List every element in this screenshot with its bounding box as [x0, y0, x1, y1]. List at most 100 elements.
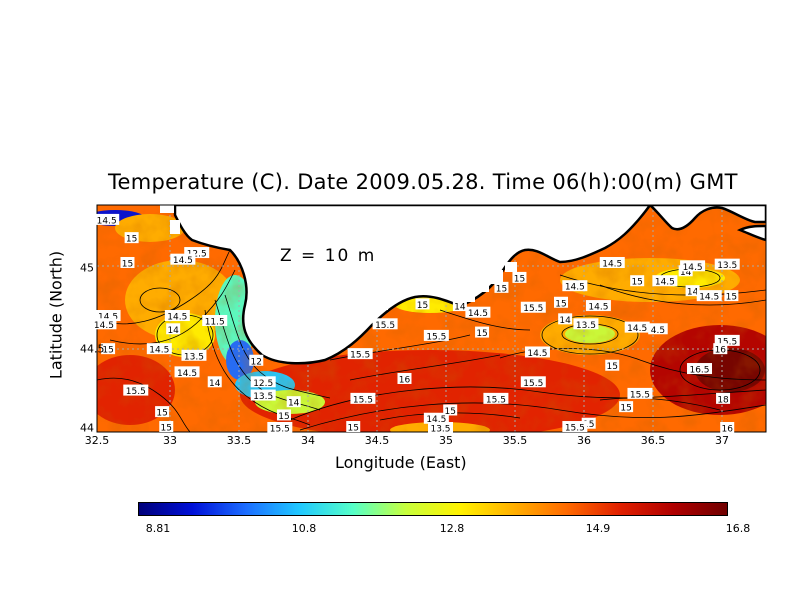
- colorbar-tick-label: 12.8: [439, 522, 465, 535]
- x-tick-label: 34: [301, 434, 315, 447]
- colorbar-tick-label: 16.8: [725, 522, 751, 535]
- contour: [139, 287, 181, 313]
- contour-label: 14.5: [699, 293, 719, 303]
- contour-label-bg: [680, 260, 706, 272]
- y-tick-label: 44: [80, 421, 94, 435]
- contour: [349, 354, 501, 381]
- contour: [599, 397, 721, 411]
- contour: [599, 284, 766, 306]
- land-ne-corner: [736, 224, 766, 242]
- contour-label-bg: [350, 392, 376, 404]
- contour-label-bg: [554, 296, 569, 308]
- contour-label-bg: [415, 298, 430, 310]
- contour-label-bg: [524, 346, 550, 358]
- contour-label: 15: [126, 235, 137, 245]
- contour-label: 15: [102, 346, 113, 356]
- contour-label-bg: [685, 285, 700, 297]
- contour-label: 12: [251, 357, 262, 367]
- x-tick-label: 32.5: [84, 434, 110, 447]
- contour: [439, 309, 531, 331]
- contour-label: 14: [167, 326, 179, 336]
- contour-label: 14.5: [97, 216, 117, 226]
- contour-label: 14.5: [655, 278, 675, 288]
- x-axis-label: Longitude (East): [335, 453, 467, 472]
- contour-label: 15: [496, 284, 507, 294]
- contour-label: 16: [715, 346, 727, 356]
- contour-label: 14: [687, 288, 699, 298]
- contour-label: 12.5: [253, 379, 273, 389]
- contour-label: 15: [555, 299, 566, 309]
- x-tick-label: 37: [715, 434, 729, 447]
- contour-label: 14.5: [98, 313, 118, 323]
- contour-label-bg: [483, 392, 509, 404]
- contour-label: 15: [726, 293, 737, 303]
- contour-label: 11.5: [205, 317, 225, 327]
- contour-label-bg: [202, 314, 228, 326]
- contour-label: 12.5: [187, 250, 207, 260]
- contour-label: 16: [721, 425, 733, 435]
- x-tick-label: 35: [439, 434, 453, 447]
- contour-label-bg: [286, 396, 301, 408]
- colorbar-tick-label: 14.9: [585, 522, 611, 535]
- contour-label: 14.5: [527, 349, 547, 359]
- contour-label-bg: [494, 281, 509, 293]
- contour-label-bg: [720, 422, 735, 433]
- y-axis-label: Latitude (North): [46, 250, 66, 380]
- contour-label-bg: [714, 258, 740, 270]
- contour-label: 13.5: [430, 425, 450, 435]
- contour-label: 15: [444, 407, 455, 417]
- x-tick-label: 33: [163, 434, 177, 447]
- contour-label: 14.5: [167, 313, 187, 323]
- contour-label: 15.5: [523, 304, 543, 314]
- contour-labels: 14.5151512.514.514.514.514.51414.51511.5…: [91, 213, 740, 435]
- contour-label-bg: [372, 318, 398, 330]
- colorbar-tick-label: 10.8: [291, 522, 317, 535]
- contour-label-bg: [465, 306, 491, 318]
- contour-label: 15: [631, 278, 642, 288]
- contour-label-bg: [562, 280, 588, 292]
- contour-label: 14: [209, 379, 221, 389]
- contour-label-bg: [452, 300, 467, 312]
- contour-label: 14.5: [627, 324, 647, 334]
- contour-label-bg: [713, 343, 728, 355]
- contour-label-bg: [714, 334, 740, 346]
- contour-label: 15: [278, 412, 289, 422]
- contour: [97, 377, 191, 432]
- contour-label-bg: [696, 290, 722, 302]
- contour-label-bg: [267, 422, 293, 433]
- contour-label: 15: [156, 409, 167, 419]
- contour: [329, 334, 471, 361]
- x-tick-label: 36.5: [640, 434, 666, 447]
- plot-title: Temperature (C). Date 2009.05.28. Time 0…: [108, 170, 738, 194]
- contour-label-bg: [652, 275, 678, 287]
- contour-label-bg: [648, 323, 668, 335]
- contour-label-bg: [174, 366, 200, 378]
- contour-label-bg: [562, 421, 588, 433]
- contour-label-bg: [346, 421, 361, 433]
- contour-label: 14.5: [468, 309, 488, 319]
- contour: [109, 269, 236, 345]
- contour-label: 14.5: [683, 263, 703, 273]
- contour-label-bg: [170, 253, 196, 265]
- contour-label: 15.5: [717, 337, 737, 347]
- contour-label-bg: [155, 406, 170, 418]
- contour-label: 16.5: [689, 366, 709, 376]
- contour-label: 15: [583, 420, 594, 430]
- contour-label-bg: [159, 421, 174, 433]
- contour-label-bg: [250, 376, 276, 388]
- contour-label-bg: [624, 321, 650, 333]
- contour-label: 13.5: [717, 261, 737, 271]
- contour-label-bg: [630, 275, 645, 287]
- contour-label-bg: [124, 232, 139, 244]
- contour-label: 15: [161, 424, 172, 434]
- contour-label-bg: [181, 349, 207, 361]
- contour-label-bg: [166, 323, 181, 335]
- contour-label: 15.5: [375, 321, 395, 331]
- contour-label-bg: [716, 392, 731, 404]
- land-kerch-peninsula: [648, 205, 766, 231]
- depth-label: Z = 10 m: [280, 246, 377, 266]
- x-tick-label: 35.5: [502, 434, 528, 447]
- x-tick-label: 36: [577, 434, 591, 447]
- coastal-mask-cells: [160, 205, 517, 319]
